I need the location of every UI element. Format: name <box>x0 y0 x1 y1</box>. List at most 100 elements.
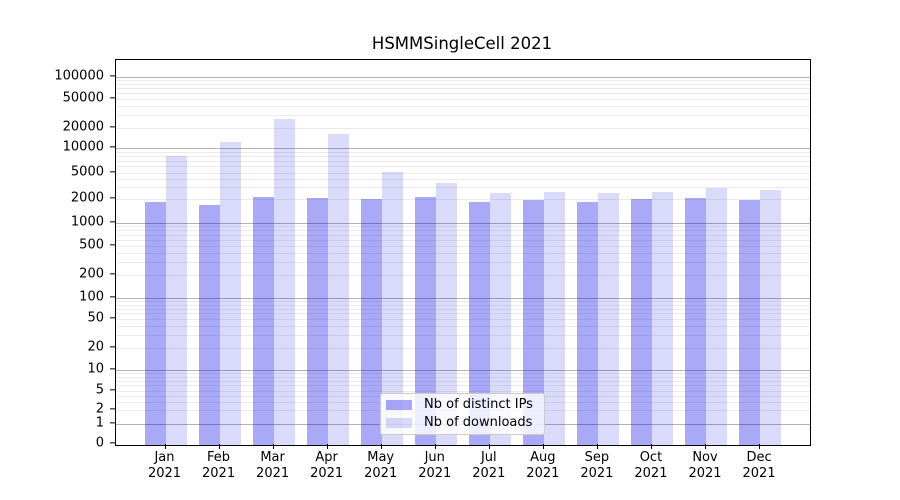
y-tick-label: 100 <box>79 289 104 305</box>
x-tick-label-nov: Nov 2021 <box>688 450 722 481</box>
y-tick-label: 1 <box>95 415 104 431</box>
minor-gridline <box>116 106 810 108</box>
major-gridline <box>116 370 810 371</box>
minor-gridline <box>116 275 810 276</box>
minor-gridline <box>116 93 810 95</box>
bar-distinct-ips-feb <box>198 204 220 445</box>
y-tick-label: 0 <box>95 435 104 451</box>
y-tick-label: 2 <box>95 401 104 417</box>
minor-gridline <box>116 326 810 328</box>
minor-gridline <box>116 380 810 382</box>
bar-distinct-ips-nov <box>685 197 706 445</box>
major-gridline <box>116 223 810 224</box>
x-tick-label-may: May 2021 <box>364 450 398 481</box>
x-tick-label-jun: Jun 2021 <box>418 450 452 481</box>
y-tick-label: 5000 <box>70 164 104 180</box>
x-tick-label-apr: Apr 2021 <box>310 450 344 481</box>
minor-gridline <box>116 230 810 232</box>
minor-gridline <box>116 226 810 228</box>
minor-gridline <box>116 301 810 303</box>
bar-downloads-oct <box>651 192 673 445</box>
legend-swatch-distinct-ips <box>386 400 412 410</box>
x-tick-label-jul: Jul 2021 <box>472 450 506 481</box>
major-gridline <box>116 298 810 299</box>
bar-distinct-ips-dec <box>739 199 761 445</box>
y-axis: 0 1 2 5 10 20 50 100 200 500 1000 2000 5000 10000 2000… <box>0 59 104 450</box>
bar-downloads-jan <box>165 156 187 445</box>
minor-gridline <box>116 348 810 349</box>
bar-distinct-ips-may <box>360 199 382 445</box>
minor-gridline <box>116 253 810 255</box>
y-tick-label: 20000 <box>62 119 104 135</box>
bar-distinct-ips-aug <box>522 199 544 445</box>
bar-downloads-nov <box>706 188 727 445</box>
y-tick-label: 10000 <box>62 139 104 155</box>
x-tick-label-mar: Mar 2021 <box>256 450 290 481</box>
y-tick-label: 1000 <box>70 214 104 230</box>
bar-downloads-dec <box>760 189 782 445</box>
chart-title: HSMMSingleCell 2021 <box>371 34 553 53</box>
legend-row: Nb of downloads <box>386 415 538 431</box>
minor-gridline <box>116 335 810 337</box>
x-tick-label-aug: Aug 2021 <box>526 450 560 481</box>
bar-downloads-mar <box>273 118 295 445</box>
y-tick-label: 50000 <box>62 90 104 106</box>
bar-downloads-jul <box>489 192 511 445</box>
y-tick-label: 5 <box>95 382 104 398</box>
legend-label-distinct-ips: Nb of distinct IPs <box>424 397 533 412</box>
minor-gridline <box>116 179 810 181</box>
plot-area <box>115 59 811 446</box>
y-tick-label: 20 <box>87 339 104 355</box>
major-gridline <box>116 77 810 78</box>
bar-downloads-aug <box>543 191 565 445</box>
minor-gridline <box>116 313 810 315</box>
legend-row: Nb of distinct IPs <box>386 397 538 413</box>
minor-gridline <box>116 373 810 375</box>
minor-gridline <box>116 304 810 306</box>
minor-gridline <box>116 319 810 320</box>
bar-distinct-ips-jun <box>414 196 436 445</box>
minor-gridline <box>116 156 810 158</box>
y-tick-label: 100000 <box>54 68 104 84</box>
y-tick-label: 10 <box>87 361 104 377</box>
minor-gridline <box>116 199 810 200</box>
minor-gridline <box>116 391 810 392</box>
minor-gridline <box>116 84 810 86</box>
minor-gridline <box>116 115 810 117</box>
minor-gridline <box>116 239 810 241</box>
minor-gridline <box>116 128 810 129</box>
bar-distinct-ips-sep <box>576 201 598 445</box>
bar-distinct-ips-mar <box>252 196 274 445</box>
bar-distinct-ips-jul <box>468 201 490 445</box>
minor-gridline <box>116 173 810 174</box>
legend: Nb of distinct IPs Nb of downloads <box>380 393 545 435</box>
y-tick-label: 200 <box>79 266 104 282</box>
x-tick-label-oct: Oct 2021 <box>634 450 668 481</box>
bar-downloads-sep <box>597 192 619 445</box>
legend-swatch-downloads <box>386 418 412 428</box>
bar-downloads-apr <box>327 134 349 445</box>
bar-distinct-ips-jan <box>144 201 166 445</box>
bar-distinct-ips-oct <box>630 199 652 445</box>
minor-gridline <box>116 151 810 153</box>
minor-gridline <box>116 160 810 162</box>
major-gridline <box>116 148 810 149</box>
minor-gridline <box>116 187 810 189</box>
x-tick-label-feb: Feb 2021 <box>202 450 236 481</box>
minor-gridline <box>116 376 810 378</box>
x-tick-label-sep: Sep 2021 <box>580 450 614 481</box>
x-tick-label-jan: Jan 2021 <box>147 450 182 481</box>
y-tick-label: 2000 <box>70 190 104 206</box>
minor-gridline <box>116 246 810 247</box>
minor-gridline <box>116 262 810 264</box>
legend-label-downloads: Nb of downloads <box>424 415 533 430</box>
bar-distinct-ips-apr <box>306 198 328 445</box>
y-tick-label: 50 <box>87 310 104 326</box>
y-tick-label: 500 <box>79 237 104 253</box>
minor-gridline <box>116 308 810 310</box>
x-tick-label-dec: Dec 2021 <box>742 450 776 481</box>
minor-gridline <box>116 88 810 90</box>
minor-gridline <box>116 99 810 100</box>
bar-downloads-may <box>381 172 403 445</box>
bar-downloads-feb <box>219 141 241 445</box>
